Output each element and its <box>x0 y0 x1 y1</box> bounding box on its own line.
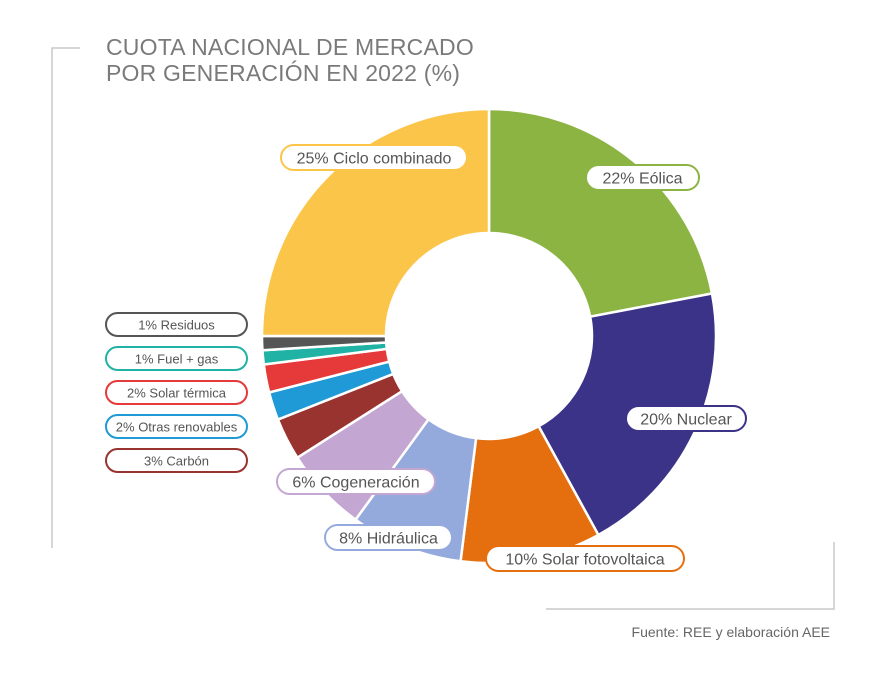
label-pill <box>276 468 436 495</box>
label-carbon: 3% Carbón <box>105 448 248 473</box>
label-solar-fotovoltaica: 10% Solar fotovoltaica <box>485 545 685 572</box>
label-text: 22% Eólica <box>602 171 682 188</box>
label-nuclear: 20% Nuclear <box>625 405 747 432</box>
label-text: 6% Cogeneración <box>292 475 419 492</box>
chart-title-line-2: POR GENERACIÓN EN 2022 (%) <box>106 60 460 86</box>
label-cogeneracion: 6% Cogeneración <box>276 468 436 495</box>
label-pill <box>625 405 747 432</box>
label-pill <box>485 545 685 572</box>
label-solar-termica: 2% Solar térmica <box>105 380 248 405</box>
label-text: 25% Ciclo combinado <box>297 151 452 168</box>
label-pill <box>105 380 248 405</box>
label-ciclo-combinado: 25% Ciclo combinado <box>280 144 468 171</box>
label-eolica: 22% Eólica <box>585 164 700 191</box>
label-residuos: 1% Residuos <box>105 312 248 337</box>
label-fuel-gas: 1% Fuel + gas <box>105 346 248 371</box>
label-text: 10% Solar fotovoltaica <box>505 552 664 569</box>
source-note: Fuente: REE y elaboración AEE <box>632 624 830 640</box>
label-hidraulica: 8% Hidráulica <box>324 524 453 551</box>
label-text: 2% Otras renovables <box>116 420 238 435</box>
frame-bottom-right <box>546 542 835 610</box>
slice-eolica <box>487 107 714 319</box>
label-otras-renovables: 2% Otras renovables <box>105 414 248 439</box>
chart-title-line-1: CUOTA NACIONAL DE MERCADO <box>106 34 474 60</box>
label-text: 1% Fuel + gas <box>135 352 219 367</box>
label-text: 1% Residuos <box>138 318 215 333</box>
label-pill <box>585 164 700 191</box>
label-text: 8% Hidráulica <box>339 531 438 548</box>
label-pill <box>324 524 453 551</box>
label-text: 3% Carbón <box>144 454 209 469</box>
label-text: 20% Nuclear <box>640 412 732 429</box>
label-pill <box>105 414 248 439</box>
slice-labels: 22% Eólica 20% Nuclear 10% Solar fotovolta… <box>105 144 747 572</box>
label-pill <box>105 346 248 371</box>
label-pill <box>280 144 468 171</box>
label-text: 2% Solar térmica <box>127 386 227 401</box>
slice-ciclo-combinado <box>260 107 491 338</box>
frame-top-left <box>51 47 80 548</box>
label-pill <box>105 312 248 337</box>
label-pill <box>105 448 248 473</box>
